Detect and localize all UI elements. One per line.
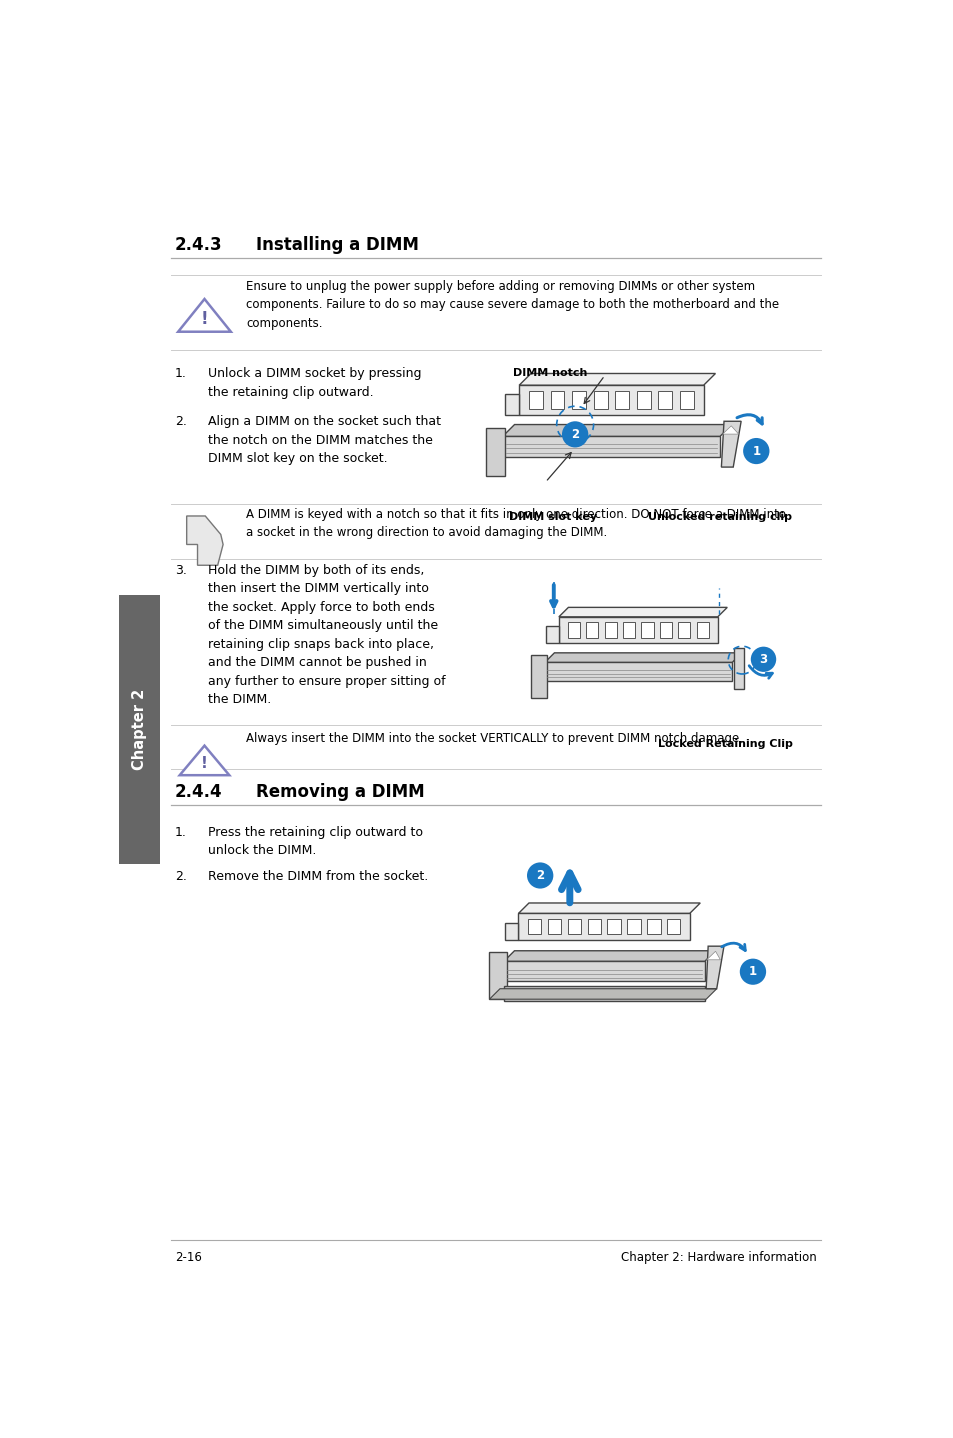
Text: Locked Retaining Clip: Locked Retaining Clip	[658, 739, 792, 749]
Text: Hold the DIMM by both of its ends,
then insert the DIMM vertically into
the sock: Hold the DIMM by both of its ends, then …	[208, 564, 445, 706]
Polygon shape	[187, 516, 223, 565]
Text: A DIMM is keyed with a notch so that it fits in only one direction. DO NOT force: A DIMM is keyed with a notch so that it …	[246, 508, 785, 539]
Bar	[505, 923, 517, 939]
Text: !: !	[201, 756, 208, 771]
Bar	[627, 919, 639, 935]
Bar	[622, 621, 635, 638]
Text: Align a DIMM on the socket such that
the notch on the DIMM matches the
DIMM slot: Align a DIMM on the socket such that the…	[208, 416, 440, 464]
Polygon shape	[721, 426, 738, 434]
Text: Unlock a DIMM socket by pressing
the retaining clip outward.: Unlock a DIMM socket by pressing the ret…	[208, 367, 420, 398]
Text: 1: 1	[748, 965, 757, 978]
Text: Removing a DIMM: Removing a DIMM	[256, 784, 425, 801]
Bar	[593, 391, 607, 410]
Polygon shape	[517, 903, 700, 913]
Circle shape	[526, 863, 553, 889]
Text: 3.: 3.	[174, 564, 187, 577]
Text: 3: 3	[759, 653, 767, 666]
Polygon shape	[178, 299, 231, 332]
Text: 1.: 1.	[174, 825, 187, 838]
Text: Always insert the DIMM into the socket VERTICALLY to prevent DIMM notch damage.: Always insert the DIMM into the socket V…	[246, 732, 742, 745]
Text: !: !	[200, 309, 208, 328]
Bar	[531, 654, 547, 697]
Text: Remove the DIMM from the socket.: Remove the DIMM from the socket.	[208, 870, 427, 883]
Bar	[544, 663, 732, 682]
Text: Press the retaining clip outward to
unlock the DIMM.: Press the retaining clip outward to unlo…	[208, 825, 422, 857]
Bar	[658, 391, 672, 410]
Bar	[696, 621, 708, 638]
Bar	[545, 626, 558, 643]
Polygon shape	[503, 951, 715, 961]
Polygon shape	[705, 946, 723, 989]
Bar	[587, 919, 600, 935]
Bar	[504, 394, 518, 414]
Bar	[518, 385, 703, 414]
Polygon shape	[489, 989, 716, 999]
Circle shape	[750, 647, 776, 672]
Polygon shape	[502, 424, 731, 436]
Text: 2.: 2.	[174, 416, 187, 429]
Polygon shape	[179, 746, 229, 775]
Text: DIMM slot key: DIMM slot key	[509, 512, 597, 522]
Bar	[489, 952, 506, 999]
Text: Ensure to unplug the power supply before adding or removing DIMMs or other syste: Ensure to unplug the power supply before…	[246, 279, 779, 329]
Bar	[640, 621, 653, 638]
Text: Chapter 2: Chapter 2	[132, 689, 147, 769]
Text: 1.: 1.	[174, 367, 187, 381]
Bar	[527, 919, 540, 935]
Text: 2.: 2.	[174, 870, 187, 883]
Text: DIMM notch: DIMM notch	[512, 368, 586, 378]
Bar	[572, 391, 585, 410]
Circle shape	[739, 959, 765, 985]
Polygon shape	[544, 653, 741, 663]
Bar	[558, 617, 717, 643]
Text: 2-16: 2-16	[174, 1251, 202, 1264]
Text: 2: 2	[571, 429, 578, 441]
Bar	[604, 621, 616, 638]
Bar	[678, 621, 690, 638]
Text: Unlocked retaining clip: Unlocked retaining clip	[647, 512, 791, 522]
Bar	[585, 621, 598, 638]
Polygon shape	[518, 374, 715, 385]
Bar	[486, 429, 504, 476]
Bar	[529, 391, 542, 410]
Bar	[607, 919, 620, 935]
Bar	[550, 391, 564, 410]
Bar	[567, 919, 580, 935]
Bar	[567, 621, 579, 638]
Polygon shape	[706, 952, 720, 959]
Bar	[615, 391, 628, 410]
Text: 1: 1	[752, 444, 760, 457]
Bar	[502, 436, 720, 457]
Text: 2.4.3: 2.4.3	[174, 236, 222, 255]
Text: Installing a DIMM: Installing a DIMM	[256, 236, 419, 255]
Polygon shape	[558, 607, 726, 617]
Bar	[679, 391, 693, 410]
Bar	[503, 961, 704, 981]
Text: Chapter 2: Hardware information: Chapter 2: Hardware information	[620, 1251, 816, 1264]
Bar	[636, 391, 650, 410]
Bar	[119, 594, 159, 864]
Circle shape	[561, 421, 588, 447]
Bar	[666, 919, 679, 935]
Bar	[517, 913, 689, 939]
Bar	[659, 621, 671, 638]
Text: 2: 2	[536, 869, 543, 881]
Polygon shape	[720, 421, 740, 467]
Bar	[647, 919, 659, 935]
Circle shape	[742, 439, 769, 464]
Text: 2.4.4: 2.4.4	[174, 784, 222, 801]
Bar	[733, 647, 743, 689]
Bar	[503, 986, 704, 1001]
Bar	[547, 919, 560, 935]
